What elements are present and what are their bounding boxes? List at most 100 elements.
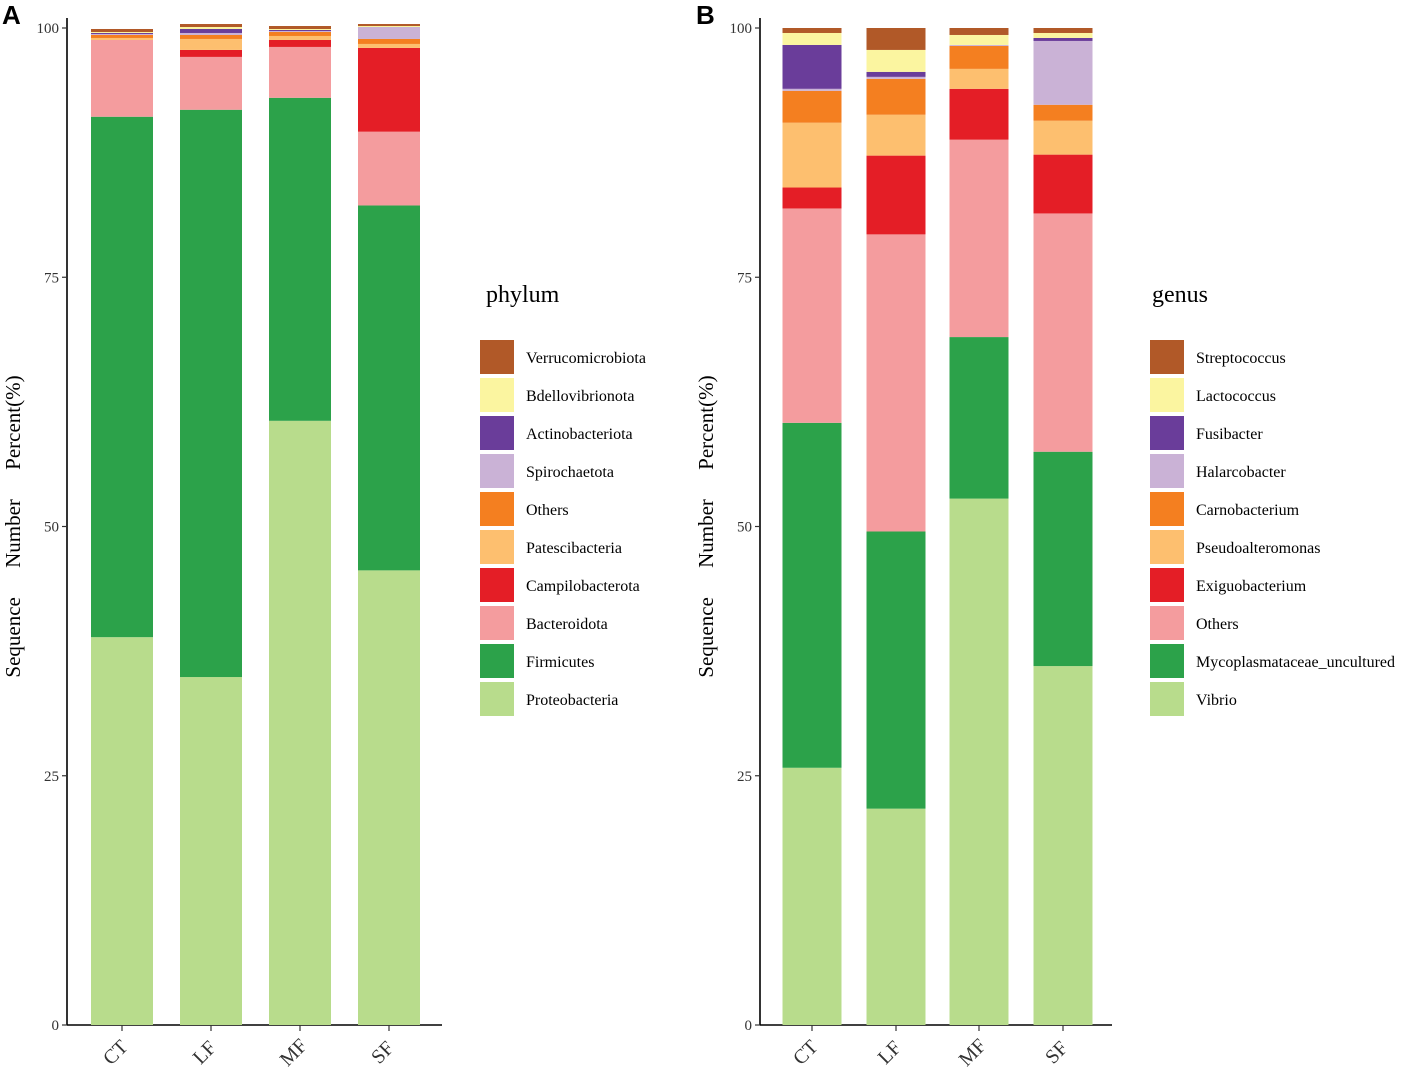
bar-mf-vibrio (950, 499, 1009, 1025)
legend-swatch-streptococcus (1150, 340, 1184, 374)
bar-sf-bacteroidota (358, 132, 420, 206)
bar-ct-exiguobacterium (783, 188, 842, 209)
bar-mf-exiguobacterium (950, 89, 1009, 140)
bar-mf-spirochaetota (269, 31, 331, 32)
legend-label-spirochaetota: Spirochaetota (526, 464, 614, 481)
bar-mf-bdellovibrionota (269, 29, 331, 30)
legend-swatch-firmicutes (480, 644, 514, 678)
panel-b-legend-title: genus (1152, 282, 1208, 308)
bar-mf-patescibacteria (269, 36, 331, 40)
legend-swatch-campilobacterota (480, 568, 514, 602)
legend-swatch-halarcobacter (1150, 454, 1184, 488)
bar-mf-mycoplasmataceae-uncultured (950, 337, 1009, 499)
bar-lf-pseudoalteromonas (867, 115, 926, 156)
legend-swatch-proteobacteria (480, 682, 514, 716)
bar-lf-others (180, 35, 242, 39)
legend-label-proteobacteria: Proteobacteria (526, 692, 618, 709)
legend-swatch-bacteroidota (480, 606, 514, 640)
bar-mf-halarcobacter (950, 45, 1009, 46)
bar-lf-lactococcus (867, 50, 926, 72)
bar-sf-patescibacteria (358, 44, 420, 48)
bar-ct-mycoplasmataceae-uncultured (783, 423, 842, 768)
bar-lf-proteobacteria (180, 677, 242, 1025)
legend-label-streptococcus: Streptococcus (1196, 350, 1286, 367)
bar-ct-others (783, 208, 842, 422)
panel-b-ylabel: Sequence Number Percent(%) (694, 375, 718, 677)
bar-sf-lactococcus (1034, 33, 1093, 38)
bar-lf-fusibacter (867, 72, 926, 77)
legend-label-pseudoalteromonas: Pseudoalteromonas (1196, 540, 1320, 557)
bar-sf-others (358, 39, 420, 44)
bar-lf-bacteroidota (180, 57, 242, 110)
bar-sf-spirochaetota (358, 27, 420, 39)
legend-swatch-bdellovibrionota (480, 378, 514, 412)
bar-ct-carnobacterium (783, 91, 842, 123)
bar-lf-firmicutes (180, 110, 242, 677)
legend-label-campilobacterota: Campilobacterota (526, 578, 640, 595)
y-axis-label: Sequence Number Percent(%) (694, 375, 718, 677)
legend-label-mycoplasmataceae-uncultured: Mycoplasmataceae_uncultured (1196, 654, 1395, 671)
bar-sf-vibrio (1034, 666, 1093, 1025)
y-tick-label: 25 (44, 769, 59, 785)
bar-lf-spirochaetota (180, 33, 242, 35)
bar-ct-bacteroidota (91, 40, 153, 117)
bar-mf-verrucomicrobiota (269, 26, 331, 29)
x-tick-label-ct: CT (99, 1036, 133, 1070)
bar-ct-lactococcus (783, 33, 842, 45)
bar-lf-actinobacteriota (180, 29, 242, 33)
bar-mf-firmicutes (269, 98, 331, 421)
bar-ct-bdellovibrionota (91, 32, 153, 33)
bar-ct-vibrio (783, 768, 842, 1025)
bar-ct-patescibacteria (91, 38, 153, 40)
bar-sf-exiguobacterium (1034, 155, 1093, 214)
bar-ct-verrucomicrobiota (91, 29, 153, 32)
legend-label-lactococcus: Lactococcus (1196, 388, 1276, 405)
panel-a-ylabel: Sequence Number Percent(%) (1, 375, 25, 677)
bar-mf-others (269, 32, 331, 36)
y-tick-label: 100 (730, 21, 753, 37)
x-tick-label-ct: CT (789, 1036, 823, 1070)
bar-mf-campilobacterota (269, 40, 331, 47)
x-tick-label-lf: LF (874, 1037, 906, 1069)
x-tick-label-mf: MF (955, 1035, 991, 1071)
y-tick-label: 75 (737, 270, 752, 286)
legend-label-firmicutes: Firmicutes (526, 654, 594, 671)
legend-swatch-exiguobacterium (1150, 568, 1184, 602)
panel-a-bars (91, 24, 420, 1025)
bar-lf-campilobacterota (180, 50, 242, 57)
bar-sf-others (1034, 213, 1093, 451)
bar-ct-actinobacteriota (91, 33, 153, 34)
legend-swatch-vibrio (1150, 682, 1184, 716)
bar-sf-fusibacter (1034, 38, 1093, 41)
legend-swatch-carnobacterium (1150, 492, 1184, 526)
bar-sf-verrucomicrobiota (358, 24, 420, 26)
panel-a-letter: A (2, 0, 21, 30)
legend-label-fusibacter: Fusibacter (1196, 426, 1263, 443)
legend-label-exiguobacterium: Exiguobacterium (1196, 578, 1307, 595)
bar-lf-bdellovibrionota (180, 27, 242, 29)
y-tick-label: 0 (52, 1018, 60, 1034)
bar-sf-firmicutes (358, 205, 420, 570)
x-tick-label-mf: MF (276, 1035, 312, 1071)
y-tick-label: 50 (44, 520, 59, 536)
bar-lf-verrucomicrobiota (180, 24, 242, 27)
legend-swatch-others (1150, 606, 1184, 640)
bar-lf-halarcobacter (867, 77, 926, 79)
legend-label-bdellovibrionota: Bdellovibrionota (526, 388, 634, 405)
x-tick-label-lf: LF (189, 1037, 221, 1069)
legend-swatch-others (480, 492, 514, 526)
panel-a-legend: Verrucomicrobiota Bdellovibrionota Actinob… (480, 340, 646, 716)
bar-lf-streptococcus (867, 28, 926, 50)
bar-sf-pseudoalteromonas (1034, 121, 1093, 155)
bar-mf-proteobacteria (269, 421, 331, 1025)
bar-sf-campilobacterota (358, 48, 420, 132)
bar-lf-carnobacterium (867, 79, 926, 115)
bar-mf-carnobacterium (950, 46, 1009, 69)
bar-ct-streptococcus (783, 28, 842, 33)
bar-sf-streptococcus (1034, 28, 1093, 33)
legend-label-patescibacteria: Patescibacteria (526, 540, 622, 557)
y-tick-label: 0 (745, 1018, 753, 1034)
y-tick-label: 75 (44, 270, 59, 286)
legend-swatch-pseudoalteromonas (1150, 530, 1184, 564)
bar-sf-halarcobacter (1034, 41, 1093, 105)
